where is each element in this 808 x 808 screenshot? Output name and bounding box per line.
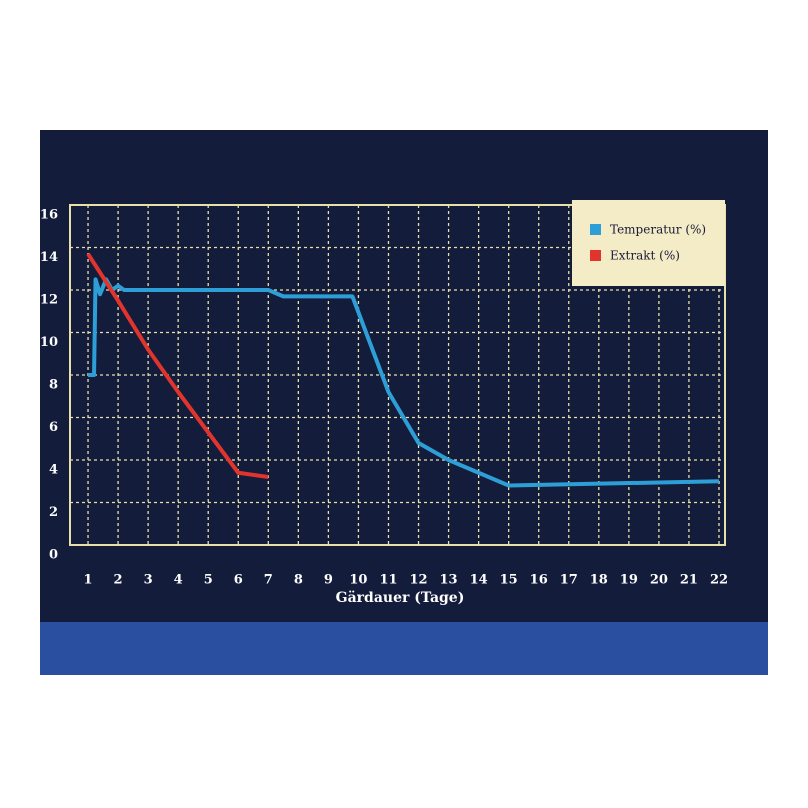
y-tick-label: 8 xyxy=(49,378,58,393)
x-tick-label: 20 xyxy=(650,573,668,588)
y-tick-label: 12 xyxy=(40,293,58,308)
legend-swatch xyxy=(590,224,601,235)
x-tick-label: 7 xyxy=(264,573,273,588)
x-tick-label: 4 xyxy=(174,573,183,588)
y-tick-label: 10 xyxy=(40,335,58,350)
x-tick-label: 17 xyxy=(560,573,578,588)
x-tick-label: 21 xyxy=(680,573,698,588)
y-tick-label: 0 xyxy=(49,548,58,563)
x-tick-label: 22 xyxy=(710,573,728,588)
x-tick-label: 2 xyxy=(114,573,123,588)
x-tick-label: 11 xyxy=(379,573,397,588)
x-tick-label: 9 xyxy=(324,573,333,588)
x-tick-label: 18 xyxy=(590,573,608,588)
y-tick-label: 14 xyxy=(40,250,58,265)
x-tick-label: 3 xyxy=(144,573,153,588)
legend-label: Temperatur (%) xyxy=(610,223,706,237)
x-tick-label: 13 xyxy=(440,573,458,588)
line-series xyxy=(88,277,720,488)
x-tick-label: 12 xyxy=(409,573,427,588)
x-tick-label: 6 xyxy=(234,573,243,588)
x-axis-title: Gärdauer (Tage) xyxy=(336,590,465,606)
y-tick-label: 16 xyxy=(40,208,58,223)
x-tick-label: 15 xyxy=(500,573,518,588)
x-tick-label: 19 xyxy=(620,573,638,588)
panel-stripe xyxy=(40,622,768,675)
legend-label: Extrakt (%) xyxy=(610,249,680,263)
x-tick-label: 16 xyxy=(530,573,548,588)
legend-swatch xyxy=(590,250,601,261)
x-tick-label: 14 xyxy=(470,573,488,588)
x-tick-label: 8 xyxy=(294,573,303,588)
legend-box xyxy=(572,200,725,286)
line-series xyxy=(86,252,269,479)
x-tick-label: 5 xyxy=(204,573,213,588)
y-tick-label: 2 xyxy=(49,505,58,520)
y-tick-label: 6 xyxy=(49,420,58,435)
y-tick-label: 4 xyxy=(49,463,58,478)
x-tick-label: 1 xyxy=(84,573,93,588)
x-tick-label: 10 xyxy=(349,573,367,588)
